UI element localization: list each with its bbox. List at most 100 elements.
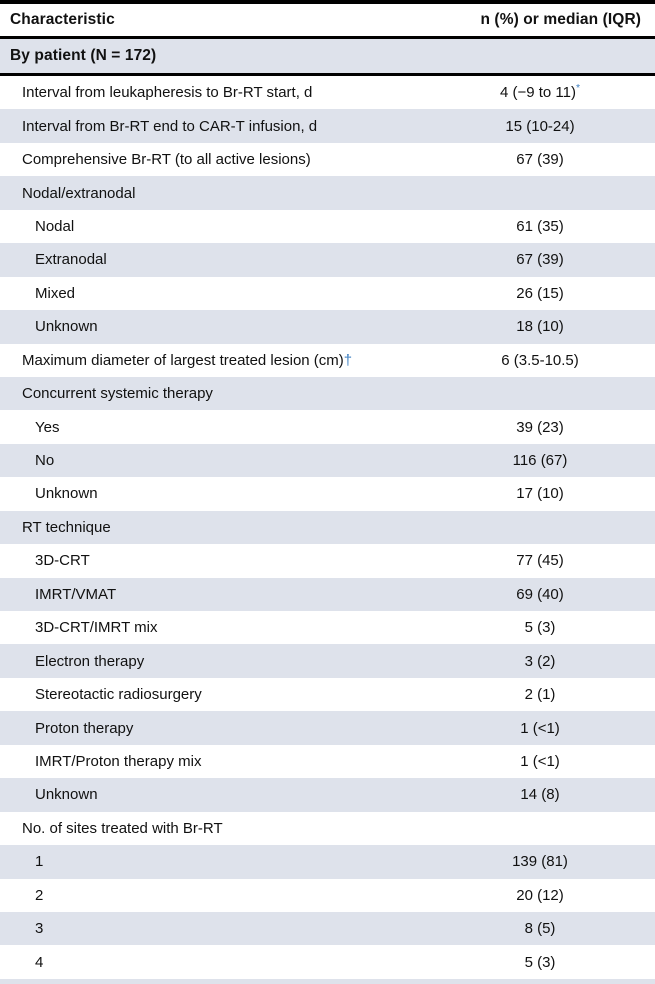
- value-cell: 3 (2): [425, 653, 655, 670]
- characteristic-label: Nodal: [35, 217, 75, 235]
- table-body: Interval from leukapheresis to Br-RT sta…: [0, 76, 655, 979]
- value-text: 67 (39): [516, 251, 564, 269]
- table-row: Yes 39 (23): [0, 410, 655, 443]
- table-row: Mixed 26 (15): [0, 277, 655, 310]
- table-row: Concurrent systemic therapy: [0, 376, 655, 411]
- characteristic-label: Unknown: [35, 786, 98, 804]
- characteristic-label: RT technique: [22, 518, 111, 536]
- top-rule: [0, 0, 655, 4]
- value-text: 4 (−9 to 11): [499, 84, 576, 102]
- characteristic-cell: Electron therapy: [0, 653, 425, 670]
- value-cell: 17 (10): [425, 485, 655, 502]
- value-cell: 2 (1): [425, 686, 655, 703]
- table-row: No 116 (67): [0, 443, 655, 478]
- value-cell: 69 (40): [425, 586, 655, 603]
- value-cell: 8 (5): [425, 920, 655, 937]
- value-text: 15 (10-24): [505, 117, 575, 135]
- characteristic-cell: 3D-CRT/IMRT mix: [0, 619, 425, 636]
- characteristic-cell: Yes: [0, 419, 425, 436]
- value-text: 17 (10): [516, 485, 564, 503]
- table-row: RT technique: [0, 510, 655, 545]
- characteristic-label: Unknown: [35, 318, 98, 336]
- table-row: Interval from Br-RT end to CAR-T infusio…: [0, 109, 655, 143]
- value-text: 8 (5): [524, 920, 556, 938]
- table-row: 3D-CRT 77 (45): [0, 544, 655, 577]
- characteristic-label: 3: [35, 920, 44, 938]
- value-cell: 18 (10): [425, 318, 655, 335]
- characteristic-label: Interval from Br-RT end to CAR-T infusio…: [22, 117, 318, 135]
- value-cell: 6 (3.5-10.5): [425, 352, 655, 369]
- characteristic-label: 3D-CRT: [35, 552, 90, 570]
- asterisk-footnote-marker: *: [575, 82, 581, 95]
- table-row: Comprehensive Br-RT (to all active lesio…: [0, 143, 655, 176]
- table-row: No. of sites treated with Br-RT: [0, 812, 655, 845]
- characteristic-label: No: [35, 452, 55, 470]
- table-row: Unknown 17 (10): [0, 477, 655, 510]
- value-cell: 1 (<1): [425, 753, 655, 770]
- characteristic-label: No. of sites treated with Br-RT: [22, 819, 223, 837]
- characteristic-cell: 3D-CRT: [0, 552, 425, 569]
- value-text: 1 (<1): [520, 752, 560, 770]
- value-text: 5 (3): [524, 619, 556, 637]
- table-row: 4 5 (3): [0, 945, 655, 978]
- characteristic-label: Yes: [35, 418, 60, 436]
- value-text: 3 (2): [524, 652, 556, 670]
- next-row-sliver: [0, 978, 655, 984]
- table-row: Nodal 61 (35): [0, 210, 655, 243]
- characteristic-cell: RT technique: [0, 519, 425, 536]
- characteristic-cell: Maximum diameter of largest treated lesi…: [0, 352, 425, 369]
- characteristic-cell: Concurrent systemic therapy: [0, 385, 425, 402]
- table-row: Nodal/extranodal: [0, 176, 655, 210]
- characteristic-cell: Nodal/extranodal: [0, 185, 425, 202]
- characteristic-cell: Unknown: [0, 485, 425, 502]
- table-row: Unknown 18 (10): [0, 310, 655, 344]
- section-header-row: By patient (N = 172): [0, 39, 655, 73]
- characteristic-cell: Extranodal: [0, 251, 425, 268]
- value-cell: 14 (8): [425, 786, 655, 803]
- characteristic-label: 2: [35, 886, 44, 904]
- value-cell: 5 (3): [425, 619, 655, 636]
- value-column-header: n (%) or median (IQR): [480, 11, 641, 28]
- characteristic-cell: 3: [0, 920, 425, 937]
- value-cell: 4 (−9 to 11)*: [425, 82, 655, 102]
- characteristic-cell: No. of sites treated with Br-RT: [0, 820, 425, 837]
- value-text: 2 (1): [524, 686, 556, 704]
- value-text: 39 (23): [516, 418, 564, 436]
- header-rule: [0, 36, 655, 39]
- table-row: Maximum diameter of largest treated lesi…: [0, 344, 655, 377]
- value-text: 77 (45): [516, 552, 564, 570]
- table-header-row: Characteristic n (%) or median (IQR): [0, 4, 655, 36]
- characteristic-label: Unknown: [35, 485, 98, 503]
- characteristic-label: Proton therapy: [35, 719, 134, 737]
- value-text: 6 (3.5-10.5): [501, 351, 579, 369]
- value-cell: 61 (35): [425, 218, 655, 235]
- table-row: Extranodal 67 (39): [0, 243, 655, 277]
- characteristic-cell: Unknown: [0, 318, 425, 335]
- table-row: Interval from leukapheresis to Br-RT sta…: [0, 76, 655, 109]
- characteristic-cell: 1: [0, 853, 425, 870]
- characteristic-label: 3D-CRT/IMRT mix: [35, 619, 158, 637]
- value-text: 139 (81): [512, 853, 568, 871]
- characteristic-cell: IMRT/VMAT: [0, 586, 425, 603]
- characteristic-cell: Nodal: [0, 218, 425, 235]
- value-text: 67 (39): [516, 151, 564, 169]
- table-row: Stereotactic radiosurgery 2 (1): [0, 678, 655, 711]
- characteristic-label: Interval from leukapheresis to Br-RT sta…: [22, 84, 313, 102]
- characteristic-cell: Interval from Br-RT end to CAR-T infusio…: [0, 118, 425, 135]
- value-text: 69 (40): [516, 585, 564, 603]
- characteristic-label: Electron therapy: [35, 652, 145, 670]
- characteristic-label: Concurrent systemic therapy: [22, 385, 213, 403]
- value-cell: 139 (81): [425, 853, 655, 870]
- dagger-footnote-marker: †: [343, 351, 353, 369]
- characteristic-label: Maximum diameter of largest treated lesi…: [22, 351, 344, 369]
- table-row: 1 139 (81): [0, 845, 655, 879]
- table-row: 3 8 (5): [0, 911, 655, 946]
- characteristic-cell: Unknown: [0, 786, 425, 803]
- value-text: 26 (15): [516, 284, 564, 302]
- value-cell: 116 (67): [425, 452, 655, 469]
- value-cell: 39 (23): [425, 419, 655, 436]
- value-cell: 5 (3): [425, 954, 655, 971]
- characteristic-cell: IMRT/Proton therapy mix: [0, 753, 425, 770]
- value-text: 1 (<1): [520, 719, 560, 737]
- value-cell: 77 (45): [425, 552, 655, 569]
